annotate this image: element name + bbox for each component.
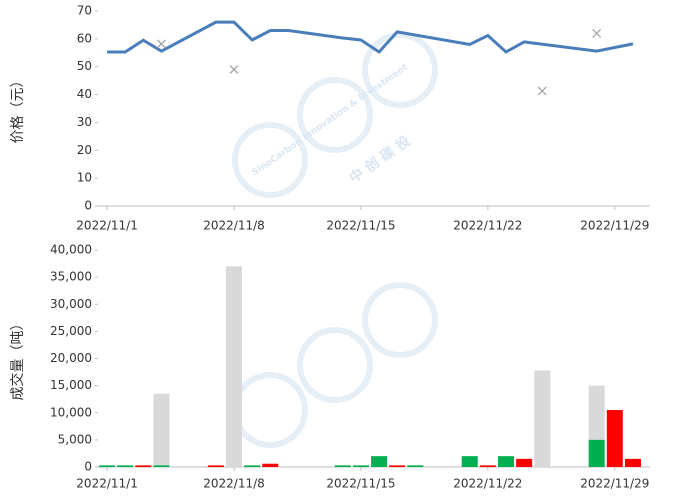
x-tick-label: 2022/11/15 <box>326 219 395 233</box>
bar <box>534 370 551 467</box>
x-tick-label: 2022/11/8 <box>203 219 265 233</box>
y-tick-label: 0 <box>84 460 92 474</box>
marker <box>229 65 239 74</box>
x-tick-label: 2022/11/22 <box>453 219 522 233</box>
y-axis-label: 成交量（吨） <box>9 317 26 401</box>
marker <box>592 28 602 38</box>
bar <box>479 465 496 467</box>
y-tick-label: 50 <box>77 59 92 73</box>
bar <box>99 465 116 467</box>
bar <box>117 465 134 467</box>
bar <box>226 266 242 467</box>
x-tick-label: 2022/11/29 <box>580 219 649 233</box>
y-tick-label: 20 <box>77 143 92 157</box>
bar <box>606 410 623 467</box>
y-tick-label: 25,000 <box>50 324 92 338</box>
y-tick-label: 0 <box>84 199 92 213</box>
y-tick-label: 70 <box>77 4 92 18</box>
x-tick-label: 2022/11/29 <box>580 477 649 491</box>
bar <box>516 458 533 467</box>
bar <box>262 463 279 467</box>
x-tick-label: 2022/11/8 <box>203 477 265 491</box>
bar <box>352 465 369 467</box>
y-tick-label: 5,000 <box>58 432 92 446</box>
bar <box>498 456 514 467</box>
marker <box>157 39 166 49</box>
y-tick-label: 60 <box>77 31 92 45</box>
bar <box>371 456 388 467</box>
x-tick-label: 2022/11/22 <box>453 477 522 491</box>
y-tick-label: 20,000 <box>50 351 92 365</box>
y-tick-label: 40,000 <box>50 243 92 257</box>
bar <box>153 465 170 467</box>
bar <box>624 458 641 467</box>
bar <box>334 465 351 467</box>
watermark: 中 创 碳 投 SinoCarbon Innovation & Investme… <box>232 32 438 448</box>
bar <box>207 465 224 467</box>
marker <box>537 86 547 96</box>
y-tick-label: 10 <box>77 171 92 185</box>
y-tick-label: 30,000 <box>50 297 92 311</box>
x-tick-label: 2022/11/1 <box>76 219 138 233</box>
bar <box>407 465 424 467</box>
bar <box>389 465 406 467</box>
bar <box>461 456 478 467</box>
y-tick-label: 40 <box>77 87 92 101</box>
bar <box>588 439 605 467</box>
y-tick-label: 15,000 <box>50 378 92 392</box>
x-tick-label: 2022/11/1 <box>76 477 138 491</box>
bar <box>153 393 170 467</box>
y-axis-label: 价格（元） <box>10 74 26 144</box>
y-tick-label: 35,000 <box>50 270 92 284</box>
y-tick-label: 30 <box>77 115 92 129</box>
y-tick-label: 10,000 <box>50 405 92 419</box>
bar <box>244 465 261 467</box>
price-line <box>107 20 634 54</box>
bar <box>135 465 152 467</box>
x-tick-label: 2022/11/15 <box>326 477 395 491</box>
